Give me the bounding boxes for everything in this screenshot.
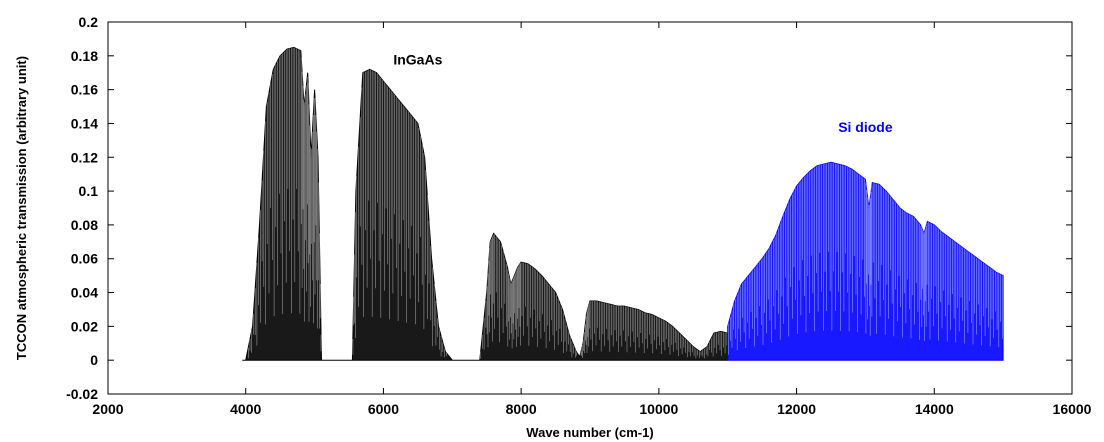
annotation-label: InGaAs bbox=[393, 51, 442, 67]
series-spectral-lines bbox=[248, 47, 728, 359]
x-tick-label: 2000 bbox=[92, 401, 123, 417]
x-axis-label: Wave number (cm-1) bbox=[526, 425, 653, 440]
series-area bbox=[727, 161, 1004, 361]
axis-ticks bbox=[107, 21, 1073, 395]
y-tick-label: 0.12 bbox=[71, 149, 98, 165]
y-tick-label: 0.1 bbox=[79, 183, 99, 199]
y-tick-label: 0 bbox=[90, 352, 98, 368]
plot-area bbox=[242, 46, 1004, 361]
y-tick-label: 0.06 bbox=[71, 251, 98, 267]
series-spectral-lines bbox=[728, 162, 1003, 355]
y-axis-label: TCCON atmospheric transmission (arbitrar… bbox=[14, 56, 29, 360]
annotations: InGaAs Si diode bbox=[393, 51, 893, 135]
x-tick-label: 8000 bbox=[506, 401, 537, 417]
tick-labels: 2000 4000 6000 8000 10000 12000 14000 16000 -0.0… bbox=[66, 14, 1092, 417]
y-tick-label: 0.2 bbox=[79, 14, 99, 30]
y-tick-label: 0.18 bbox=[71, 48, 98, 64]
y-tick-label: 0.04 bbox=[71, 285, 98, 301]
plot-frame bbox=[107, 21, 1073, 395]
y-tick-label: 0.02 bbox=[71, 318, 98, 334]
x-tick-label: 10000 bbox=[639, 401, 678, 417]
y-tick-label: 0.14 bbox=[71, 115, 98, 131]
y-tick-label: 0.08 bbox=[71, 217, 98, 233]
y-tick-label: 0.16 bbox=[71, 82, 98, 98]
x-tick-label: 16000 bbox=[1053, 401, 1092, 417]
y-tick-label: -0.02 bbox=[66, 386, 98, 402]
x-tick-label: 12000 bbox=[777, 401, 816, 417]
annotation-label: Si diode bbox=[838, 119, 893, 135]
x-tick-label: 4000 bbox=[230, 401, 261, 417]
x-tick-label: 6000 bbox=[368, 401, 399, 417]
x-tick-label: 14000 bbox=[915, 401, 954, 417]
